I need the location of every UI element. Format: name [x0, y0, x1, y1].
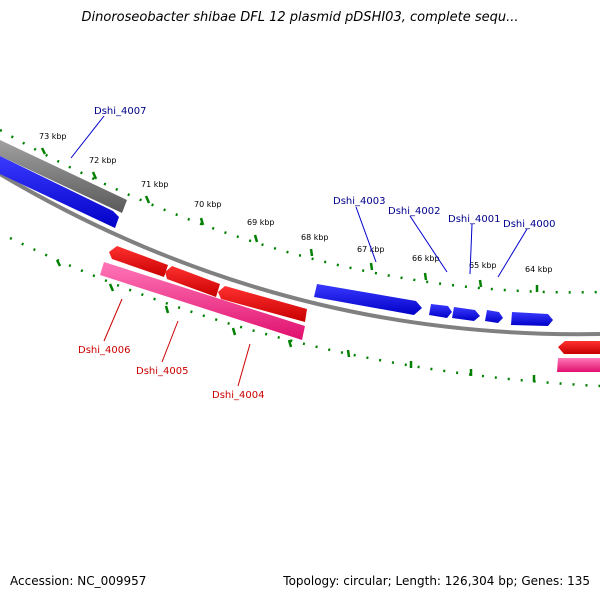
cds-pink-right [557, 358, 600, 372]
tick-label-66kbp: 66 kbp [412, 254, 440, 263]
gray-feature [0, 140, 127, 213]
label-dshi-4001[interactable]: Dshi_4001 [448, 214, 500, 225]
label-dshi-4003[interactable]: Dshi_4003 [333, 196, 385, 207]
gene-dshi-4004[interactable] [218, 286, 307, 322]
outer-major-ticks [40, 147, 539, 292]
tick-label-70kbp: 70 kbp [194, 200, 222, 209]
label-dshi-4002[interactable]: Dshi_4002 [388, 206, 440, 217]
gene-dshi-4000[interactable] [511, 312, 553, 326]
tick-label-73kbp: 73 kbp [39, 132, 67, 141]
gene-dshi-4007[interactable] [0, 156, 119, 228]
backbone-circle [0, 172, 600, 337]
label-dshi-4007[interactable]: Dshi_4007 [94, 106, 146, 117]
gene-red-right[interactable] [558, 341, 600, 354]
gene-dshi-4001b[interactable] [485, 310, 503, 323]
label-dshi-4006[interactable]: Dshi_4006 [78, 345, 130, 356]
gene-dshi-4002[interactable] [429, 304, 452, 318]
tick-label-71kbp: 71 kbp [141, 180, 169, 189]
leader-dshi-4001 [469, 223, 473, 275]
inner-major-ticks [55, 259, 536, 382]
leader-dshi-4005 [161, 320, 179, 363]
map-title: Dinoroseobacter shibae DFL 12 plasmid pD… [81, 10, 519, 25]
leader-dshi-4003 [355, 206, 377, 263]
outer-tick-ring [0, 128, 600, 294]
tick-label-64kbp: 64 kbp [525, 265, 553, 274]
label-dshi-4000[interactable]: Dshi_4000 [503, 219, 555, 230]
summary-text: Topology: circular; Length: 126,304 bp; … [283, 574, 590, 588]
gene-dshi-4005[interactable] [165, 266, 220, 297]
tick-label-65kbp: 65 kbp [469, 261, 497, 270]
label-dshi-4004[interactable]: Dshi_4004 [212, 390, 264, 401]
leader-dshi-4000 [497, 228, 528, 278]
leader-dshi-4002 [409, 215, 448, 273]
tick-label-68kbp: 68 kbp [301, 233, 329, 242]
gene-dshi-4006[interactable] [109, 246, 168, 277]
leader-dshi-4007 [70, 115, 105, 159]
tick-label-69kbp: 69 kbp [247, 218, 275, 227]
label-dshi-4005[interactable]: Dshi_4005 [136, 366, 188, 377]
cds-pink-left [100, 262, 305, 340]
tick-label-72kbp: 72 kbp [89, 156, 117, 165]
tick-label-67kbp: 67 kbp [357, 245, 385, 254]
leader-dshi-4004 [237, 343, 251, 387]
gene-dshi-4001[interactable] [452, 307, 480, 321]
gene-dshi-4003[interactable] [314, 284, 422, 315]
accession-text: Accession: NC_009957 [10, 574, 147, 588]
leader-dshi-4006 [103, 298, 123, 342]
